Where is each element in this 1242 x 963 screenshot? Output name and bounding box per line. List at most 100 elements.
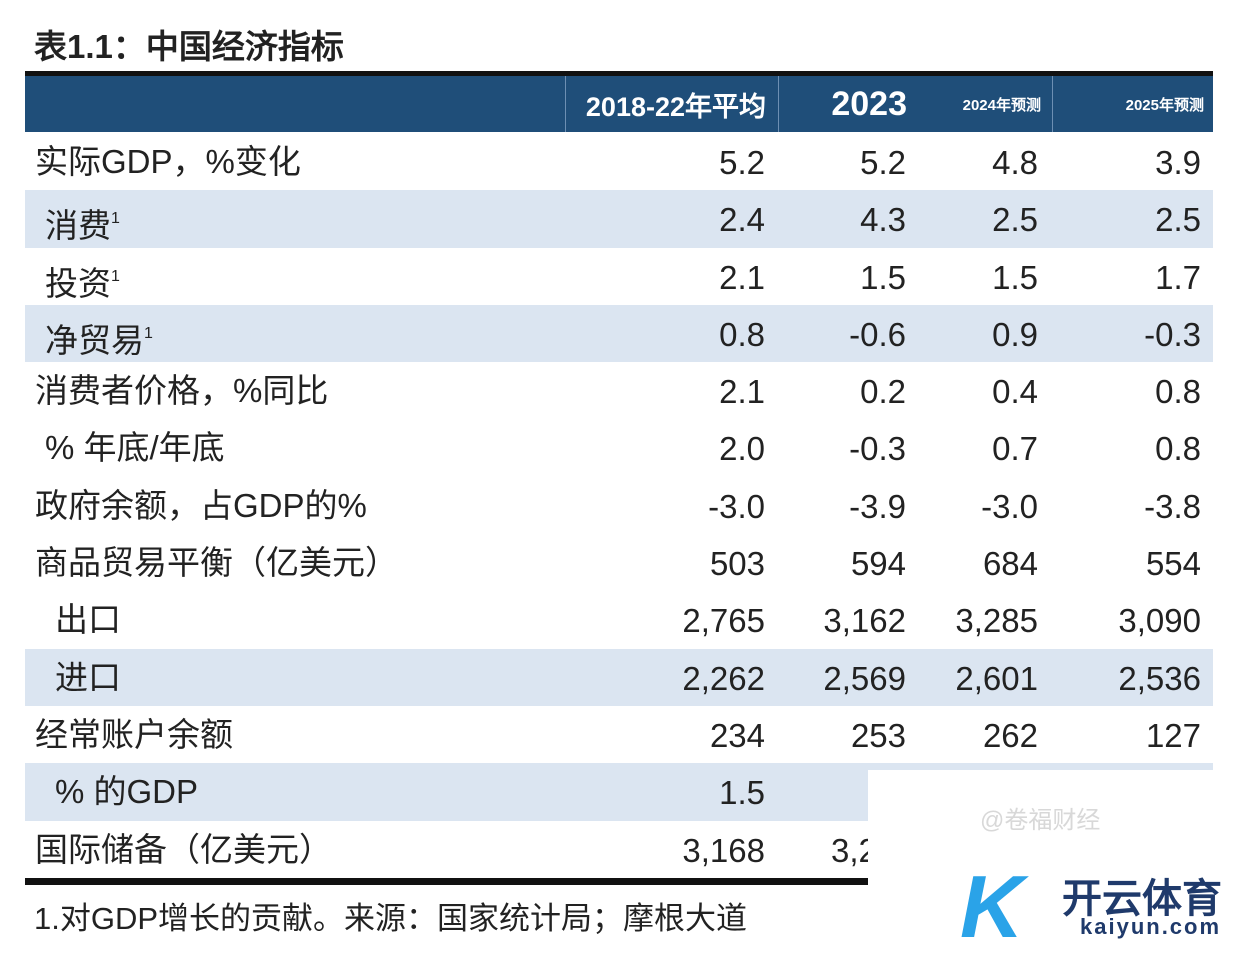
cell-value: -3.0 (708, 487, 765, 525)
row-label: 商品贸易平衡（亿美元） (35, 534, 398, 591)
row-label-text: 国际储备（亿美元） (35, 830, 332, 868)
cell-value: -3.8 (1144, 487, 1201, 525)
row-label: 经常账户余额 (35, 706, 233, 763)
cell-value: 594 (850, 545, 906, 583)
watermark-brand: 开云体育 (1062, 877, 1222, 921)
cell-value: 0.7 (992, 430, 1038, 468)
table-row: 净贸易1 0.8 -0.6 0.9 -0.3 (25, 304, 1213, 363)
row-label: 消费者价格，%同比 (35, 362, 328, 419)
row-label: 实际GDP，%变化 (35, 133, 301, 190)
cell-value: 554 (1145, 545, 1201, 583)
cell-value: 2,569 (823, 659, 906, 697)
cell-value: 2.1 (719, 258, 765, 296)
cell-value: 2.1 (719, 373, 765, 411)
row-label-text: 实际GDP，%变化 (35, 143, 301, 180)
cell-value: 0.2 (860, 373, 906, 411)
top-rule (25, 71, 1213, 76)
cell-value: 0.9 (992, 315, 1038, 353)
table-row: 政府余额，占GDP的% -3.0 -3.9 -3.0 -3.8 (25, 477, 1213, 534)
watermark-handle: @卷福财经 (980, 807, 1101, 834)
row-label-text: 净贸易 (45, 321, 144, 359)
cell-value: 1.7 (1155, 258, 1201, 296)
watermark-overlay (868, 770, 1242, 963)
col-header-2025: 2025年预测 (1052, 76, 1204, 132)
cell-value: 2,262 (682, 659, 765, 697)
row-label-text: 消费者价格，%同比 (35, 372, 329, 410)
row-label-text: 出口 (55, 601, 121, 639)
cell-value: -3.9 (849, 487, 906, 525)
cell-value: 3,168 (682, 831, 765, 869)
cell-value: 127 (1145, 716, 1201, 754)
cell-value: 253 (850, 716, 906, 754)
table-title: 表1.1：中国经济指标 (34, 28, 344, 65)
cell-value: -0.3 (1144, 315, 1201, 353)
cell-value: -0.3 (849, 430, 906, 468)
cell-value: 0.8 (1155, 373, 1201, 411)
cell-value: 503 (709, 545, 765, 583)
bottom-rule (25, 878, 1213, 885)
cell-value: 2.0 (719, 430, 765, 468)
row-label: 出口 (55, 591, 121, 648)
table-row: 出口 2,765 3,162 3,285 3,090 (25, 591, 1213, 648)
row-label: 国际储备（亿美元） (35, 821, 332, 878)
footnote-marker: 1 (111, 267, 120, 285)
table-body: 实际GDP，%变化 5.2 5.2 4.8 3.9 消费1 2.4 4.3 2.5 2.5 投资1 2… (25, 133, 1213, 878)
cell-value: 3.9 (1155, 144, 1201, 181)
col-header-avg: 2018-22年平均 (565, 76, 766, 132)
table-row: 实际GDP，%变化 5.2 5.2 4.8 3.9 (25, 133, 1213, 190)
row-label: 净贸易1 (45, 305, 153, 362)
cell-value: -3.0 (981, 487, 1038, 525)
cell-value: 1.5 (992, 258, 1038, 296)
cell-value: 1.5 (719, 774, 765, 812)
table-row: 投资1 2.1 1.5 1.5 1.7 (25, 248, 1213, 305)
cell-value: 0.8 (719, 315, 765, 353)
col-header-2024: 2024年预测 (962, 96, 1041, 114)
row-label-text: % 的GDP (55, 773, 199, 811)
table-row: 经常账户余额 234 253 262 127 (25, 706, 1213, 763)
cell-value: 2,536 (1118, 659, 1201, 697)
row-label-text: 进口 (55, 658, 121, 696)
cell-value: 4.8 (992, 144, 1038, 181)
cell-value: 2.4 (719, 201, 765, 239)
footnote-marker: 1 (111, 210, 120, 228)
table-row: 商品贸易平衡（亿美元） 503 594 684 554 (25, 534, 1213, 591)
cell-value: 2.5 (992, 201, 1038, 239)
row-label-text: 经常账户余额 (35, 715, 233, 753)
col-header-2023: 2023 (778, 76, 907, 132)
row-label-text: 商品贸易平衡（亿美元） (35, 544, 398, 582)
row-label-text: % 年底/年底 (45, 429, 225, 467)
cell-value: 234 (709, 716, 765, 754)
footnote-marker: 1 (144, 324, 153, 342)
cell-value: 262 (982, 716, 1038, 754)
cell-value: 3,090 (1118, 602, 1201, 640)
k-logo-icon: K (960, 857, 1024, 956)
table-row: 进口 2,262 2,569 2,601 2,536 (25, 648, 1213, 706)
cell-value: 3,285 (955, 602, 1038, 640)
cell-value: 684 (982, 545, 1038, 583)
row-label: % 的GDP (55, 763, 198, 820)
table-row: 消费者价格，%同比 2.1 0.2 0.4 0.8 (25, 362, 1213, 419)
row-label: 进口 (55, 649, 121, 706)
cell-value: 0.4 (992, 373, 1038, 411)
cell-value: 1.5 (860, 258, 906, 296)
cell-value: 5.2 (860, 144, 906, 181)
cell-value: 2,601 (955, 659, 1038, 697)
row-label: 投资1 (45, 248, 120, 305)
footnote: 1.对GDP增长的贡献。来源：国家统计局；摩根大道 (34, 901, 748, 936)
table-header: 2018-22年平均 2023 2024年预测 2025年预测 (25, 76, 1213, 132)
watermark-url: kaiyun.com (1080, 914, 1222, 939)
cell-value: 0.8 (1155, 430, 1201, 468)
cell-value: 2,765 (682, 602, 765, 640)
cell-value: 5.2 (719, 144, 765, 181)
cell-value: -0.6 (849, 315, 906, 353)
row-label: 消费1 (45, 190, 120, 247)
row-label: 政府余额，占GDP的% (35, 477, 367, 534)
row-label-text: 消费 (45, 207, 111, 245)
cell-value: 2.5 (1155, 201, 1201, 239)
cell-value: 4.3 (860, 201, 906, 239)
row-label-text: 政府余额，占GDP的% (35, 486, 367, 524)
row-label: % 年底/年底 (45, 419, 225, 476)
table-row: 消费1 2.4 4.3 2.5 2.5 (25, 190, 1213, 248)
cell-value: 3,162 (823, 602, 906, 640)
row-label-text: 投资 (45, 264, 111, 302)
